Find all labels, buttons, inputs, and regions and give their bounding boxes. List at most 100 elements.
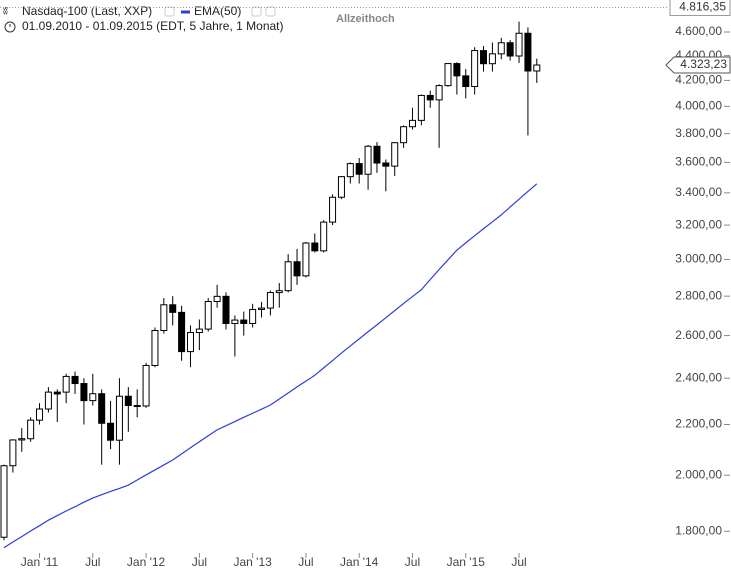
last-price-box: [665, 56, 731, 74]
series-name: Nasdaq-100 (Last, XXP): [22, 4, 152, 18]
settings-icon[interactable]: [251, 6, 262, 17]
candle-body: [89, 393, 97, 402]
candle-body: [62, 375, 70, 393]
candle-body: [515, 32, 523, 57]
candle-body: [355, 163, 363, 175]
candle-body: [293, 261, 301, 277]
candle-body: [53, 391, 61, 395]
candle-body: [311, 242, 319, 252]
candle-body: [44, 391, 52, 410]
candle-body: [178, 311, 186, 353]
x-tick-label: Jul: [85, 555, 100, 569]
candle-body: [186, 332, 194, 353]
y-tick-label: 3.000,00: [675, 252, 722, 266]
candle-body: [488, 53, 496, 65]
y-tick-label: 4.000,00: [675, 99, 722, 113]
x-tick-label: Jan '13: [233, 555, 272, 569]
ath-annotation: Allzeithoch: [336, 13, 395, 25]
candle-body: [320, 221, 328, 252]
y-tick-label: 1.800,00: [675, 523, 722, 537]
x-tick-label: Jul: [192, 555, 207, 569]
candle-body: [222, 295, 230, 324]
y-tick-label: 2.600,00: [675, 328, 722, 342]
legend-label: EMA(50): [194, 4, 241, 18]
candle-body: [524, 32, 532, 72]
candle-body: [151, 330, 159, 366]
chart-icon: ʬ: [3, 7, 8, 18]
candle-body: [337, 176, 345, 198]
candle-body: [71, 375, 79, 385]
candle-body: [80, 383, 88, 402]
y-tick-label: 3.600,00: [675, 155, 722, 169]
candle-body: [204, 301, 212, 330]
candle-body: [497, 42, 505, 55]
candle-body: [453, 63, 461, 77]
y-tick-label: 2.000,00: [675, 467, 722, 481]
candle-body: [462, 75, 470, 88]
candle-body: [133, 404, 141, 407]
candle-body: [346, 163, 354, 178]
candle-body: [329, 196, 337, 223]
candle-body: [36, 408, 44, 421]
candle-body: [0, 465, 8, 538]
y-tick-label: 3.200,00: [675, 217, 722, 231]
candle-body: [382, 162, 390, 167]
y-tick-label: 2.800,00: [675, 288, 722, 302]
x-tick-label: Jan '14: [340, 555, 379, 569]
candle-body: [533, 64, 541, 72]
settings-icon[interactable]: [164, 6, 175, 17]
candle-body: [160, 304, 168, 332]
ema-line: [3, 183, 538, 549]
candle-body: [426, 94, 434, 101]
x-tick-label: Jan '15: [447, 555, 486, 569]
candle-body: [213, 295, 221, 303]
candle-body: [408, 119, 416, 128]
x-tick-label: Jul: [511, 555, 526, 569]
candle-body: [240, 319, 248, 324]
y-tick-label: 4.200,00: [675, 73, 722, 87]
x-tick-label: Jul: [405, 555, 420, 569]
y-tick-label: 2.200,00: [675, 417, 722, 431]
x-tick-label: Jan '11: [21, 555, 59, 569]
ath-label: 4.816,35: [679, 0, 726, 14]
y-tick-label: 2.400,00: [675, 370, 722, 384]
candle-body: [391, 142, 399, 167]
x-tick-label: Jan '12: [127, 555, 166, 569]
y-tick-label: 4.600,00: [675, 24, 722, 38]
candle-body: [302, 242, 310, 277]
candle-body: [400, 126, 408, 144]
candle-body: [471, 50, 479, 88]
candle-body: [98, 393, 106, 424]
candle-body: [231, 319, 239, 324]
candle-body: [506, 42, 514, 57]
candle-body: [266, 292, 274, 309]
candle-body: [258, 307, 266, 310]
candle-body: [195, 328, 203, 334]
candle-body: [249, 308, 257, 324]
candle-body: [9, 439, 17, 467]
candle-body: [169, 304, 177, 313]
ath-box: [669, 0, 731, 17]
last-price-label: 4.323,23: [680, 57, 727, 71]
candle-body: [435, 85, 443, 101]
close-icon[interactable]: [265, 6, 276, 17]
candle-body: [142, 364, 150, 407]
y-tick-label: 3.800,00: [675, 126, 722, 140]
candle-body: [18, 438, 26, 441]
candle-body: [417, 94, 425, 121]
candle-body: [124, 395, 132, 406]
candle-body: [284, 261, 292, 292]
candle-body: [107, 422, 115, 441]
candle-body: [115, 395, 123, 441]
x-tick-label: Jul: [298, 555, 313, 569]
candle-body: [444, 63, 452, 87]
candle-body: [373, 145, 381, 164]
subtitle: 01.09.2010 - 01.09.2015 (EDT, 5 Jahre, 1…: [22, 19, 284, 33]
candle-body: [364, 145, 372, 175]
y-tick-label: 3.400,00: [675, 185, 722, 199]
clock-icon: [4, 21, 16, 33]
candle-body: [480, 50, 488, 65]
candle-body: [275, 290, 283, 294]
